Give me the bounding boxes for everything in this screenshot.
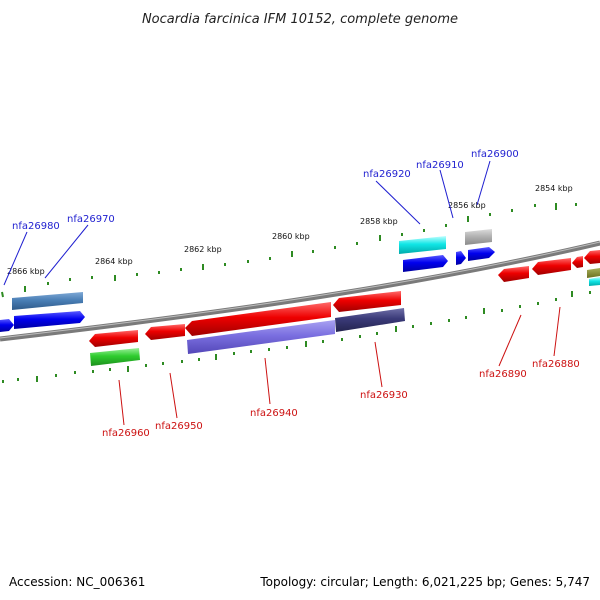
gene-nfa26930[interactable] <box>335 308 405 332</box>
gene-nfa26950[interactable] <box>145 324 185 340</box>
scale-label-2866-kbp: 2866 kbp <box>7 267 45 276</box>
gene-label-nfa26930[interactable]: nfa26930 <box>360 390 408 401</box>
gene-red-long[interactable] <box>185 302 331 336</box>
gene-label-nfa26980[interactable]: nfa26980 <box>12 221 60 232</box>
gene-label-nfa26960[interactable]: nfa26960 <box>102 428 150 439</box>
gene-nfa26890[interactable] <box>498 266 529 282</box>
gene-nfa26900[interactable] <box>465 229 492 245</box>
gene-nfa26960[interactable] <box>90 348 140 366</box>
gene-label-nfa26890[interactable]: nfa26890 <box>479 369 527 380</box>
gene-nfa26970[interactable] <box>12 292 83 310</box>
gene-label-nfa26900[interactable]: nfa26900 <box>471 149 519 160</box>
gene-label-nfa26910[interactable]: nfa26910 <box>416 160 464 171</box>
outer-scale-ring <box>1 203 577 298</box>
gene-blue-large-left[interactable] <box>14 311 85 329</box>
gene-nfa26920[interactable] <box>399 236 446 254</box>
scale-label-2858-kbp: 2858 kbp <box>360 217 398 226</box>
gene-cyan-edge[interactable] <box>589 277 600 286</box>
gene-red-tiny[interactable] <box>572 256 583 268</box>
scale-label-2864-kbp: 2864 kbp <box>95 257 133 266</box>
gene-red-edge[interactable] <box>584 250 600 264</box>
gene-nfa26880[interactable] <box>532 258 571 275</box>
leader-lines-top <box>3 160 491 286</box>
genome-backbone-highlight <box>0 241 600 339</box>
gene-nfa26940[interactable] <box>187 320 335 354</box>
gene-label-nfa26940[interactable]: nfa26940 <box>250 408 298 419</box>
footer-summary: Topology: circular; Length: 6,021,225 bp… <box>259 575 590 589</box>
gene-label-nfa26920[interactable]: nfa26920 <box>363 169 411 180</box>
gene-olive-edge[interactable] <box>587 268 600 278</box>
leader-lines-bottom <box>118 306 561 426</box>
inner-tick-ring <box>2 291 591 383</box>
gene-label-nfa26880[interactable]: nfa26880 <box>532 359 580 370</box>
scale-label-2862-kbp: 2862 kbp <box>184 245 222 254</box>
gene-label-nfa26950[interactable]: nfa26950 <box>155 421 203 432</box>
map-title: Nocardia farcinica IFM 10152, complete g… <box>142 12 458 27</box>
gene-label-nfa26970[interactable]: nfa26970 <box>67 214 115 225</box>
scale-label-2854-kbp: 2854 kbp <box>535 184 573 193</box>
gene-red-right-b[interactable] <box>333 291 401 312</box>
gene-nfa26910[interactable] <box>456 251 466 265</box>
footer-accession: Accession: NC_006361 <box>9 575 145 589</box>
gene-nfa26980-fragment[interactable] <box>0 319 14 332</box>
gene-red-left-a[interactable] <box>89 330 138 347</box>
genome-backbone <box>0 240 600 342</box>
gene-blue-2858-lower[interactable] <box>403 255 448 272</box>
gene-blue-small[interactable] <box>468 247 495 261</box>
scale-label-2856-kbp: 2856 kbp <box>448 201 486 210</box>
scale-label-2860-kbp: 2860 kbp <box>272 232 310 241</box>
